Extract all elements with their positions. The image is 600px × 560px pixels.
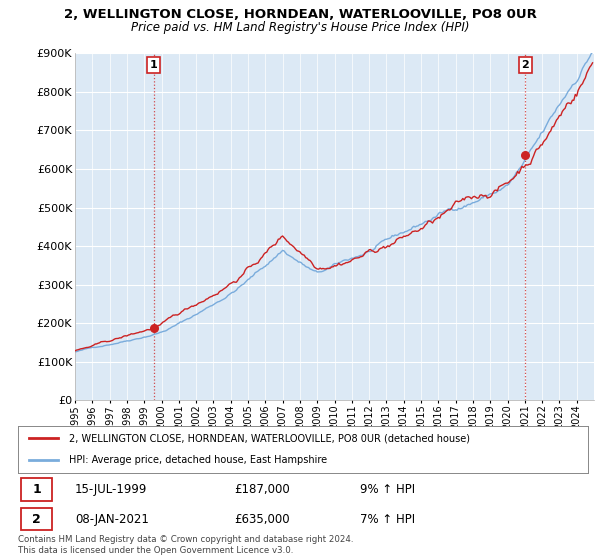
Text: 2: 2 [32,512,41,526]
Text: HPI: Average price, detached house, East Hampshire: HPI: Average price, detached house, East… [70,455,328,465]
Text: £635,000: £635,000 [235,512,290,526]
Text: 15-JUL-1999: 15-JUL-1999 [75,483,148,496]
Text: 2: 2 [521,60,529,70]
Point [521,151,530,160]
Text: 9% ↑ HPI: 9% ↑ HPI [360,483,415,496]
FancyBboxPatch shape [21,508,52,530]
Text: 1: 1 [32,483,41,496]
Text: 7% ↑ HPI: 7% ↑ HPI [360,512,415,526]
FancyBboxPatch shape [21,478,52,501]
Text: Contains HM Land Registry data © Crown copyright and database right 2024.
This d: Contains HM Land Registry data © Crown c… [18,535,353,555]
Text: 2, WELLINGTON CLOSE, HORNDEAN, WATERLOOVILLE, PO8 0UR: 2, WELLINGTON CLOSE, HORNDEAN, WATERLOOV… [64,8,536,21]
Text: 1: 1 [149,60,157,70]
Point [149,324,158,333]
Text: 2, WELLINGTON CLOSE, HORNDEAN, WATERLOOVILLE, PO8 0UR (detached house): 2, WELLINGTON CLOSE, HORNDEAN, WATERLOOV… [70,433,470,444]
Text: 08-JAN-2021: 08-JAN-2021 [75,512,149,526]
Text: Price paid vs. HM Land Registry's House Price Index (HPI): Price paid vs. HM Land Registry's House … [131,21,469,34]
Text: £187,000: £187,000 [235,483,290,496]
